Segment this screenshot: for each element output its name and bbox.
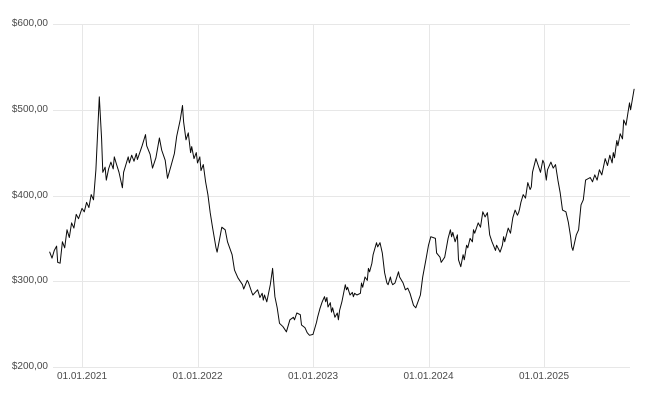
x-axis-tick-label: 01.01.2022 (172, 371, 223, 382)
x-axis-tick-label: 01.01.2024 (403, 371, 454, 382)
y-axis-tick-label: $400,00 (11, 189, 48, 201)
x-axis-tick-label: 01.01.2021 (56, 371, 108, 382)
x-axis-tick-label: 01.01.2025 (518, 371, 570, 382)
price-line-series (49, 88, 635, 336)
x-axis-tick-label: 01.01.2023 (287, 371, 339, 382)
y-axis-tick-label: $600,00 (11, 18, 48, 29)
y-axis-tick-label: $500,00 (11, 103, 48, 115)
y-axis-tick-label: $200,00 (11, 361, 48, 372)
y-axis-tick-label: $300,00 (11, 275, 48, 287)
